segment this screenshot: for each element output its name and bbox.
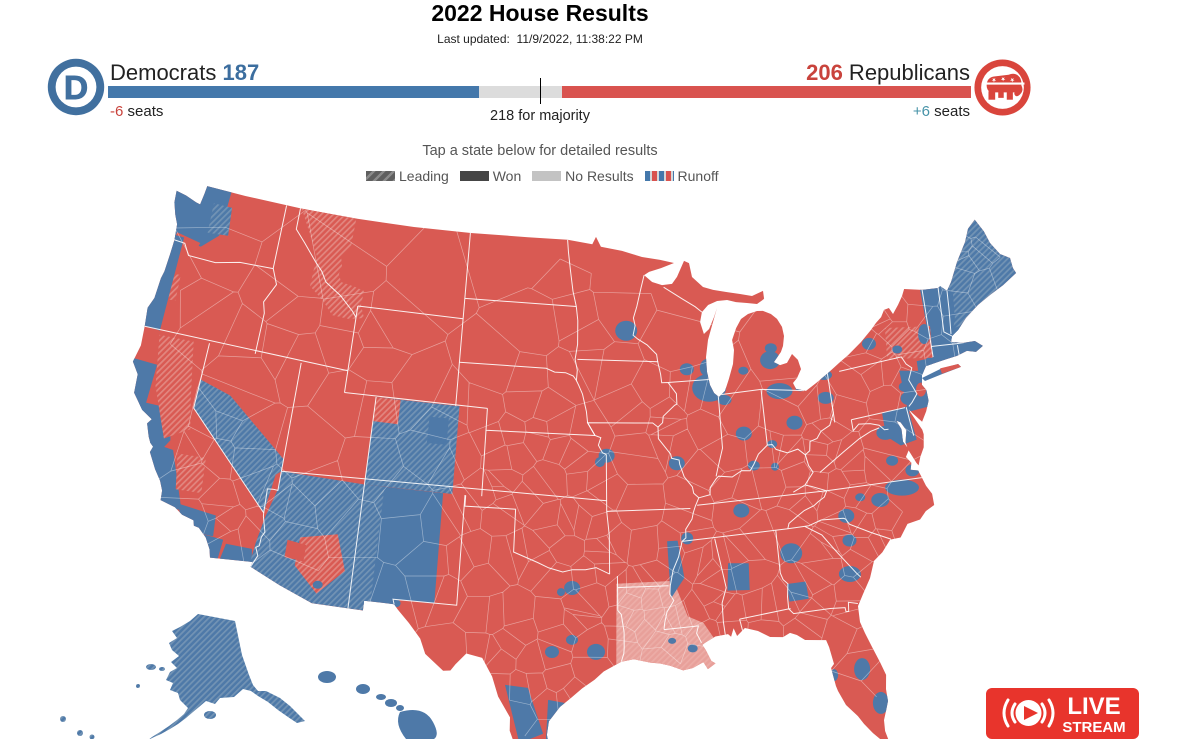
svg-text:STREAM: STREAM	[1062, 719, 1125, 736]
svg-text:LIVE: LIVE	[1067, 693, 1120, 720]
svg-text:D: D	[64, 70, 88, 107]
